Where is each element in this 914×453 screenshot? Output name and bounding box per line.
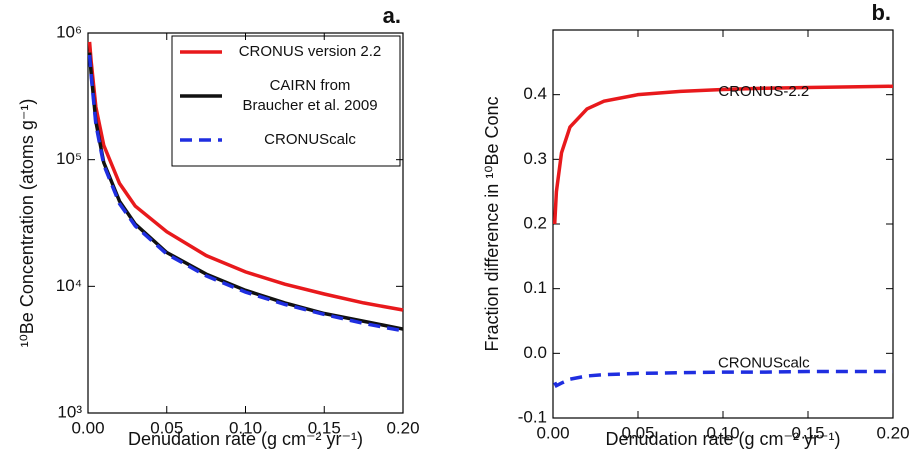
y-tick-label: 0.4 [523, 84, 547, 103]
series-line [87, 41, 404, 312]
x-tick-label: 0.20 [386, 418, 419, 437]
x-axis-label: Denudation rate (g cm⁻² yr⁻¹) [605, 429, 840, 449]
legend-line: CAIRN from [270, 77, 351, 94]
y-tick-label: 10³ [57, 402, 82, 421]
y-tick-label: -0.1 [518, 407, 547, 426]
y-tick-label: 0.0 [523, 343, 547, 362]
y-axis-label: Fraction difference in ¹⁰Be Conc [482, 96, 502, 351]
x-tick-label: 0.15 [308, 418, 341, 437]
series-label: CRONUScalc [718, 355, 810, 372]
x-tick-label: 0.10 [706, 423, 739, 442]
y-tick-label: 10⁴ [56, 276, 82, 295]
x-tick-label: 0.00 [536, 423, 569, 442]
y-tick-label: 0.3 [523, 149, 547, 168]
x-tick-label: 0.05 [621, 423, 654, 442]
series-line [87, 52, 404, 331]
series-label: CRONUS-2.2 [718, 83, 809, 100]
plot-frame [552, 29, 894, 419]
y-axis-label: ¹⁰Be Concentration (atoms g⁻¹) [17, 99, 37, 348]
y-tick-label: 0.1 [523, 278, 547, 297]
series-line [87, 54, 404, 333]
legend-label: CRONUS version 2.2 [239, 43, 382, 60]
panel-label: a. [383, 3, 401, 28]
legend-label: CRONUScalc [264, 131, 356, 148]
plot-frame [87, 32, 404, 414]
legend-box [171, 35, 401, 167]
y-tick-label: 0.2 [523, 213, 547, 232]
y-tick-label: 10⁵ [56, 149, 82, 168]
series-line [552, 84, 894, 225]
panel-label: b. [871, 0, 891, 25]
legend-line: Braucher et al. 2009 [242, 97, 377, 114]
x-tick-label: 0.05 [150, 418, 183, 437]
x-tick-label: 0.15 [791, 423, 824, 442]
x-tick-label: 0.10 [229, 418, 262, 437]
legend-label: CAIRN from Braucher et al. 2009 [242, 77, 377, 114]
x-axis-label: Denudation rate (g cm⁻² yr⁻¹) [128, 429, 363, 449]
series-line [553, 369, 893, 389]
x-tick-label: 0.20 [876, 423, 909, 442]
y-tick-label: 10⁶ [56, 22, 82, 41]
x-tick-label: 0.00 [71, 418, 104, 437]
